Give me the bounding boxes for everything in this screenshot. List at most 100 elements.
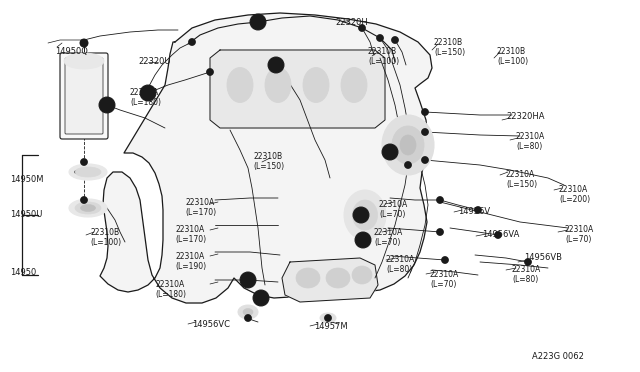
- Text: 22310A
(L=150): 22310A (L=150): [506, 170, 537, 189]
- Circle shape: [255, 19, 262, 26]
- Text: 22310A
(L=70): 22310A (L=70): [379, 200, 408, 219]
- Text: B: B: [255, 17, 260, 26]
- Ellipse shape: [400, 135, 416, 155]
- Ellipse shape: [75, 202, 101, 214]
- Ellipse shape: [341, 67, 367, 103]
- Text: A: A: [104, 100, 109, 109]
- Text: 22310A
(L=80): 22310A (L=80): [386, 255, 415, 275]
- Text: 22310A
(L=80): 22310A (L=80): [512, 265, 541, 285]
- Text: 14950Q: 14950Q: [55, 47, 88, 56]
- Text: 22310A
(L=70): 22310A (L=70): [374, 228, 403, 247]
- Text: D: D: [358, 211, 364, 219]
- Text: 22310A
(L=170): 22310A (L=170): [175, 225, 206, 244]
- Circle shape: [436, 196, 444, 203]
- Text: 14956VA: 14956VA: [482, 230, 520, 239]
- Text: 22310A
(L=200): 22310A (L=200): [559, 185, 590, 204]
- Text: 22310B
(L=150): 22310B (L=150): [253, 152, 284, 171]
- Text: 22310A
(L=80): 22310A (L=80): [516, 132, 545, 151]
- Circle shape: [525, 259, 531, 266]
- Circle shape: [81, 158, 88, 166]
- Text: 22310A
(L=180): 22310A (L=180): [130, 88, 161, 108]
- Polygon shape: [210, 50, 385, 128]
- Circle shape: [376, 35, 383, 42]
- Circle shape: [422, 128, 429, 135]
- Circle shape: [99, 97, 115, 113]
- Text: 22310A
(L=70): 22310A (L=70): [565, 225, 595, 244]
- Ellipse shape: [303, 67, 329, 103]
- Circle shape: [74, 170, 77, 173]
- Text: 22310A
(L=190): 22310A (L=190): [175, 252, 206, 272]
- Circle shape: [382, 144, 398, 160]
- FancyBboxPatch shape: [65, 58, 103, 134]
- Circle shape: [79, 170, 83, 173]
- Circle shape: [474, 206, 481, 214]
- Ellipse shape: [353, 200, 378, 230]
- Circle shape: [80, 39, 88, 47]
- Ellipse shape: [227, 67, 253, 103]
- Text: 22310B
(L=150): 22310B (L=150): [434, 38, 465, 57]
- Circle shape: [207, 68, 214, 76]
- Ellipse shape: [352, 266, 372, 284]
- Text: 22310A
(L=170): 22310A (L=170): [185, 198, 216, 217]
- Text: 22320HA: 22320HA: [506, 112, 545, 121]
- Ellipse shape: [75, 167, 101, 177]
- Text: 22310A
(L=70): 22310A (L=70): [430, 270, 460, 289]
- Circle shape: [189, 38, 195, 45]
- Circle shape: [404, 161, 412, 169]
- Circle shape: [495, 231, 502, 238]
- Text: 22310B
(L=100): 22310B (L=100): [497, 47, 528, 66]
- Text: 14950: 14950: [10, 268, 36, 277]
- Ellipse shape: [326, 268, 350, 288]
- Circle shape: [250, 14, 266, 30]
- Text: A: A: [273, 61, 278, 70]
- Circle shape: [95, 170, 97, 173]
- Ellipse shape: [320, 313, 336, 323]
- Ellipse shape: [69, 199, 107, 217]
- Text: 22320U: 22320U: [138, 57, 170, 66]
- Polygon shape: [282, 258, 378, 302]
- Text: E: E: [259, 294, 264, 302]
- Circle shape: [244, 314, 252, 321]
- Circle shape: [422, 109, 429, 115]
- Text: 14956V: 14956V: [458, 207, 490, 216]
- Text: 14950M: 14950M: [10, 175, 44, 184]
- Text: 14950U: 14950U: [10, 210, 42, 219]
- Ellipse shape: [243, 308, 253, 315]
- Circle shape: [353, 207, 369, 223]
- Ellipse shape: [296, 268, 320, 288]
- Circle shape: [84, 170, 88, 173]
- Text: 22310A
(L=180): 22310A (L=180): [155, 280, 186, 299]
- Text: 22310B
(L=100): 22310B (L=100): [90, 228, 121, 247]
- Circle shape: [324, 314, 332, 321]
- Circle shape: [90, 170, 93, 173]
- Circle shape: [81, 196, 88, 203]
- Ellipse shape: [81, 205, 95, 212]
- Circle shape: [140, 85, 156, 101]
- Text: 14957M: 14957M: [314, 322, 348, 331]
- Text: B: B: [245, 276, 251, 285]
- Circle shape: [436, 228, 444, 235]
- Text: A223G 0062: A223G 0062: [532, 352, 584, 361]
- Circle shape: [355, 232, 371, 248]
- Circle shape: [392, 36, 399, 44]
- Text: 14956VC: 14956VC: [192, 320, 230, 329]
- Circle shape: [240, 272, 256, 288]
- Circle shape: [422, 157, 429, 164]
- Text: 14956VB: 14956VB: [524, 253, 562, 262]
- Ellipse shape: [392, 126, 424, 164]
- Circle shape: [253, 290, 269, 306]
- Polygon shape: [100, 13, 432, 303]
- Ellipse shape: [238, 305, 258, 319]
- Text: C: C: [387, 148, 392, 157]
- Text: 22310B
(L=100): 22310B (L=100): [368, 47, 399, 66]
- Circle shape: [268, 57, 284, 73]
- Ellipse shape: [344, 190, 386, 240]
- FancyBboxPatch shape: [60, 53, 108, 139]
- Text: 22320H: 22320H: [335, 18, 368, 27]
- Circle shape: [358, 25, 365, 32]
- Ellipse shape: [265, 67, 291, 103]
- Text: F: F: [146, 89, 150, 97]
- Circle shape: [442, 257, 449, 263]
- Circle shape: [81, 39, 88, 46]
- Ellipse shape: [382, 115, 434, 175]
